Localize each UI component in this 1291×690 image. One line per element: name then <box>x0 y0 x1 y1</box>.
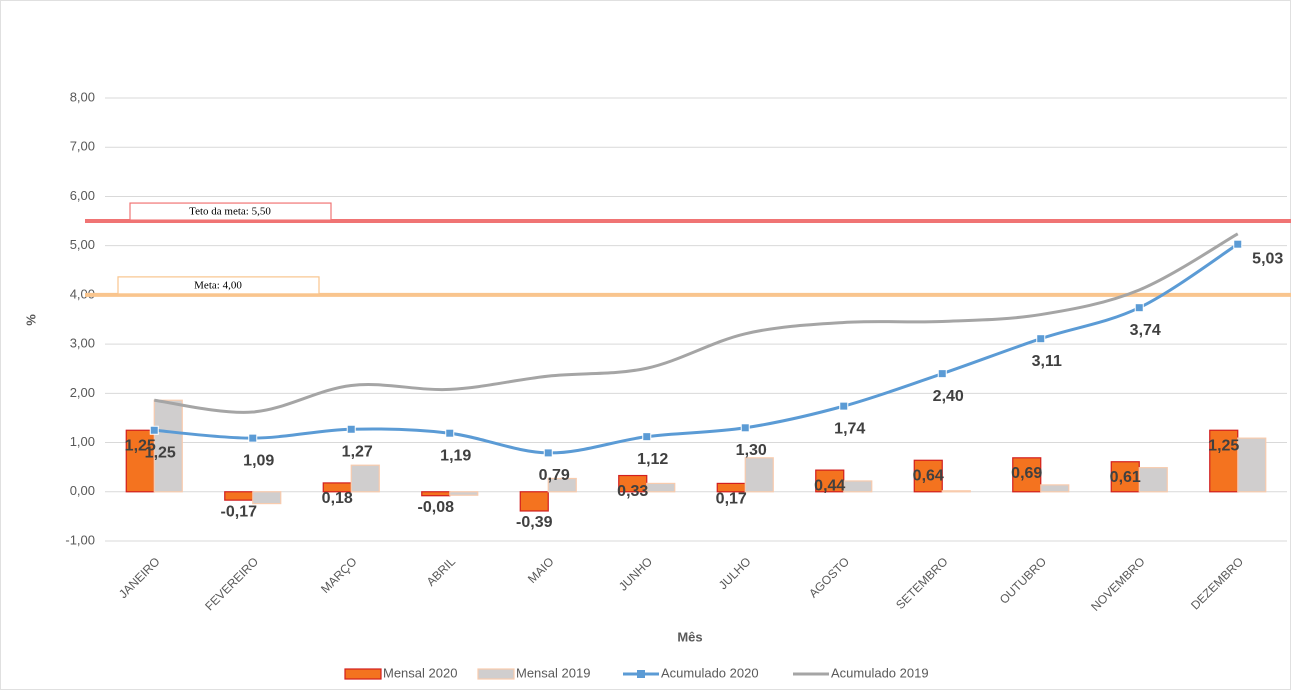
y-tick-label: 7,00 <box>70 139 95 154</box>
bar <box>125 429 155 493</box>
bar <box>1012 457 1042 493</box>
bar <box>1040 484 1070 493</box>
value-label: 0,79 <box>539 467 570 484</box>
value-label: 0,33 <box>617 483 648 500</box>
y-tick-label: 6,00 <box>70 188 95 203</box>
y-tick-label: 3,00 <box>70 336 95 351</box>
value-label: 0,61 <box>1110 469 1141 486</box>
value-label: 1,09 <box>243 452 274 469</box>
bar <box>1138 467 1168 493</box>
y-tick-label: 4,00 <box>70 286 95 301</box>
legend-label: Acumulado 2019 <box>831 665 929 680</box>
value-label: 1,25 <box>145 444 176 461</box>
value-label: 1,30 <box>736 442 767 459</box>
legend-swatch <box>344 668 382 680</box>
value-label: 1,25 <box>125 437 156 454</box>
y-tick-label: 5,00 <box>70 237 95 252</box>
y-tick-label: 1,00 <box>70 434 95 449</box>
annotation-box <box>129 202 332 221</box>
legend-swatch <box>477 668 515 680</box>
line-marker <box>1233 239 1243 249</box>
line-marker <box>445 428 455 438</box>
value-label: 1,27 <box>342 443 373 460</box>
bar <box>547 477 577 493</box>
value-label: 0,44 <box>814 477 845 494</box>
value-label: 2,40 <box>933 388 964 405</box>
bar <box>913 459 943 493</box>
annotation: Teto da meta: 5,50 <box>189 206 271 218</box>
annotation-box <box>117 276 320 295</box>
value-label: 0,17 <box>716 491 747 508</box>
y-tick-label: -1,00 <box>65 532 95 547</box>
annotation: Meta: 4,00 <box>194 279 242 291</box>
legend-label: Mensal 2019 <box>516 665 590 680</box>
bar <box>350 464 380 493</box>
line-marker <box>839 401 849 411</box>
line-marker <box>740 423 750 433</box>
value-label: -0,17 <box>221 503 258 520</box>
line-marker <box>937 369 947 379</box>
value-label: 3,11 <box>1032 353 1062 370</box>
value-label: 1,19 <box>440 447 471 464</box>
legend-label: Mensal 2020 <box>383 665 457 680</box>
line-marker <box>346 424 356 434</box>
bar <box>1110 461 1140 493</box>
legend-label: Acumulado 2020 <box>661 665 759 680</box>
legend-marker <box>637 670 645 678</box>
x-axis-label: Mês <box>677 629 702 644</box>
value-label: -0,08 <box>418 499 455 516</box>
y-tick-label: 2,00 <box>70 385 95 400</box>
y-tick-label: 0,00 <box>70 483 95 498</box>
line-marker <box>149 425 159 435</box>
bar <box>519 491 549 512</box>
value-label: 1,12 <box>637 451 668 468</box>
bar <box>843 480 873 493</box>
value-label: 1,74 <box>834 420 865 437</box>
bar <box>224 491 254 501</box>
value-label: 0,64 <box>913 467 944 484</box>
bar <box>646 482 676 493</box>
line-marker <box>543 448 553 458</box>
bar <box>252 491 282 505</box>
line-marker <box>1036 334 1046 344</box>
value-label: 0,18 <box>322 490 353 507</box>
line-marker <box>1134 303 1144 313</box>
line-marker <box>642 432 652 442</box>
value-label: 1,25 <box>1208 437 1239 454</box>
value-label: 5,03 <box>1252 250 1283 267</box>
y-tick-label: 8,00 <box>70 89 95 104</box>
bar <box>1237 437 1267 493</box>
value-label: 3,74 <box>1130 322 1161 339</box>
value-label: -0,39 <box>516 514 553 531</box>
bar <box>449 491 479 496</box>
bar <box>941 490 971 493</box>
bar <box>744 457 774 493</box>
bar <box>153 399 183 493</box>
line-marker <box>248 433 258 443</box>
value-label: 0,69 <box>1011 465 1042 482</box>
y-axis-label: % <box>23 314 38 326</box>
line <box>154 232 1239 414</box>
bar <box>421 491 451 497</box>
